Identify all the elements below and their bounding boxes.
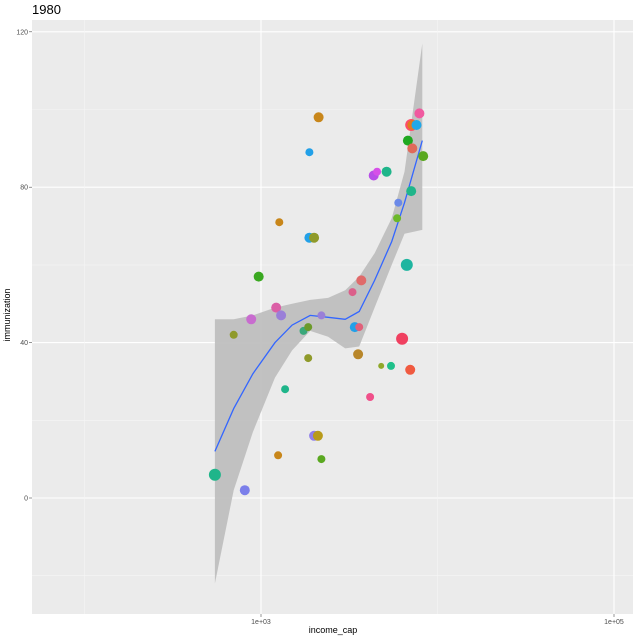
data-point bbox=[355, 323, 364, 332]
data-point bbox=[305, 148, 314, 157]
data-point bbox=[304, 323, 313, 332]
data-point bbox=[393, 214, 402, 223]
data-point bbox=[394, 198, 403, 207]
loess-curve bbox=[214, 140, 423, 452]
data-point bbox=[396, 332, 409, 345]
data-point bbox=[274, 451, 283, 460]
x-axis-title: income_cap bbox=[309, 625, 358, 635]
y-axis-title: immunization bbox=[2, 288, 12, 341]
data-point bbox=[246, 314, 257, 325]
data-point bbox=[406, 186, 417, 197]
data-point bbox=[229, 330, 238, 339]
y-tick-label: 0 bbox=[24, 496, 28, 503]
data-point bbox=[253, 271, 264, 282]
data-point bbox=[407, 143, 418, 154]
data-point bbox=[373, 167, 382, 176]
data-point bbox=[356, 275, 367, 286]
data-point bbox=[353, 349, 364, 360]
data-point bbox=[275, 218, 284, 227]
data-points bbox=[208, 108, 429, 496]
data-point bbox=[418, 151, 429, 162]
data-point bbox=[402, 135, 413, 146]
data-point bbox=[309, 232, 320, 243]
data-point bbox=[239, 485, 250, 496]
data-point bbox=[387, 361, 395, 370]
data-point bbox=[208, 468, 221, 481]
y-tick-label: 120 bbox=[16, 29, 28, 36]
data-point bbox=[348, 288, 357, 297]
data-point bbox=[317, 311, 326, 320]
data-point bbox=[281, 385, 290, 394]
x-tick-label: 1e+05 bbox=[604, 619, 624, 626]
data-point bbox=[378, 362, 385, 369]
y-tick-labels: 0 40 80 120 bbox=[16, 29, 32, 503]
data-point bbox=[411, 120, 422, 130]
data-point bbox=[304, 354, 313, 363]
data-point bbox=[366, 393, 375, 401]
data-point bbox=[271, 302, 282, 313]
data-point bbox=[405, 364, 416, 375]
data-point bbox=[414, 108, 425, 119]
data-point bbox=[381, 166, 392, 177]
smooth-line bbox=[214, 140, 423, 452]
x-tick-label: 1e+03 bbox=[251, 619, 271, 626]
y-tick-label: 80 bbox=[20, 185, 28, 192]
x-tick-labels: 1e+03 1e+05 bbox=[251, 614, 624, 626]
data-point bbox=[317, 455, 326, 464]
data-point bbox=[313, 112, 324, 123]
data-point bbox=[312, 430, 323, 441]
data-point bbox=[276, 310, 287, 321]
chart-title: 1980 bbox=[32, 2, 61, 17]
data-point bbox=[400, 258, 413, 271]
y-tick-label: 40 bbox=[20, 340, 28, 347]
